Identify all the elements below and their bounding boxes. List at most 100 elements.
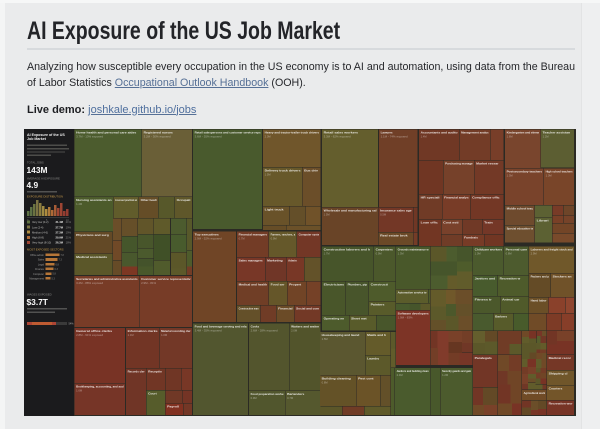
svg-text:Recreation wor: Recreation wor	[549, 402, 574, 406]
svg-text:Medical recor: Medical recor	[549, 356, 572, 360]
svg-text:1.1M - 74% exposed: 1.1M - 74% exposed	[381, 134, 409, 138]
svg-text:Occupati: Occupati	[177, 198, 191, 202]
svg-text:Plumbers, pip: Plumbers, pip	[348, 283, 368, 287]
svg-text:Very low (0-2): Very low (0-2)	[32, 220, 49, 224]
svg-text:0.9M: 0.9M	[376, 251, 383, 255]
svg-text:1.2M: 1.2M	[442, 373, 449, 377]
svg-text:Very high (8-10): Very high (8-10)	[32, 241, 51, 245]
svg-text:0.7M: 0.7M	[239, 236, 246, 240]
svg-text:Admin: Admin	[288, 259, 297, 263]
svg-text:High school teachers: High school teachers	[546, 170, 573, 174]
svg-text:Information clerks: Information clerks	[128, 329, 158, 333]
svg-text:Retail sales workers: Retail sales workers	[324, 131, 359, 135]
svg-text:Computer: Computer	[33, 273, 44, 276]
svg-text:Security guards and gam: Security guards and gam	[442, 369, 471, 373]
svg-text:Waiters and waitre: Waiters and waitre	[291, 325, 319, 329]
svg-text:0.5M: 0.5M	[380, 212, 387, 216]
svg-text:Cost esti: Cost esti	[443, 221, 459, 225]
svg-text:3.4M - 35% exposed: 3.4M - 35% exposed	[195, 328, 223, 332]
svg-text:31.4M: 31.4M	[56, 220, 64, 224]
svg-text:Marketing: Marketing	[267, 259, 283, 263]
svg-text:1.7M: 1.7M	[324, 251, 331, 255]
svg-text:Food and beverage serving and: Food and beverage serving and rela	[195, 325, 247, 329]
svg-text:HR speciali: HR speciali	[421, 196, 440, 200]
svg-text:Wholesale and manufacturing sa: Wholesale and manufacturing sal	[324, 209, 377, 213]
svg-text:Social and com: Social and com	[296, 307, 319, 311]
svg-text:Packers and p: Packers and p	[531, 275, 550, 279]
svg-text:3.2M - 88% exposed: 3.2M - 88% exposed	[76, 281, 104, 285]
svg-text:Middle school teac: Middle school teac	[507, 207, 534, 211]
svg-text:19%: 19%	[66, 230, 72, 234]
svg-text:Insurance sales age: Insurance sales age	[380, 209, 412, 213]
svg-text:Licensed practical an: Licensed practical an	[115, 198, 137, 202]
svg-text:Construction man: Construction man	[239, 307, 259, 311]
svg-text:Maids and h: Maids and h	[367, 333, 386, 337]
svg-text:Purchasing manage: Purchasing manage	[445, 162, 473, 166]
svg-text:High (6-8): High (6-8)	[32, 236, 44, 240]
svg-text:Special education te: Special education te	[507, 227, 534, 231]
svg-text:Payroll: Payroll	[167, 405, 179, 409]
svg-text:Records cler: Records cler	[128, 370, 146, 374]
svg-text:2.9M: 2.9M	[531, 251, 538, 255]
svg-text:3.2M - 30% exposed: 3.2M - 30% exposed	[144, 134, 172, 138]
svg-text:2.9M - 81%: 2.9M - 81%	[141, 281, 157, 285]
svg-text:Food preparation worke: Food preparation worke	[251, 392, 284, 396]
svg-text:Barbers: Barbers	[495, 315, 507, 319]
svg-text:Management: Management	[29, 278, 44, 281]
svg-text:Fundrais: Fundrais	[464, 236, 478, 240]
svg-text:Delivery truck drivers: Delivery truck drivers	[265, 169, 301, 173]
svg-text:Childcare workers: Childcare workers	[475, 248, 503, 252]
svg-text:1.2M: 1.2M	[543, 134, 550, 138]
svg-text:1.3M: 1.3M	[507, 173, 514, 177]
svg-text:Stockers an: Stockers an	[553, 275, 572, 279]
svg-text:18%: 18%	[66, 241, 72, 245]
svg-text:21%: 21%	[66, 236, 72, 240]
svg-text:2.6M - 28% exposed: 2.6M - 28% exposed	[251, 328, 279, 332]
svg-text:1.5M: 1.5M	[265, 172, 272, 176]
svg-text:Other healt: Other healt	[141, 198, 157, 202]
svg-text:Cooks: Cooks	[251, 325, 260, 329]
svg-text:Lawyers: Lawyers	[381, 131, 393, 135]
svg-text:Laundry: Laundry	[367, 357, 379, 361]
svg-text:Retail salespersons and custom: Retail salespersons and customer service…	[195, 131, 261, 135]
svg-text:Market resear: Market resear	[476, 162, 499, 166]
svg-text:0.7M: 0.7M	[287, 396, 294, 400]
svg-text:Financial managers: Financial managers	[239, 233, 268, 237]
svg-text:27.3M: 27.3M	[56, 230, 64, 234]
svg-text:Financial: Financial	[278, 307, 293, 311]
svg-text:Constructi: Constructi	[371, 283, 388, 287]
svg-text:0.9M: 0.9M	[271, 236, 278, 240]
svg-text:1.6M: 1.6M	[507, 134, 514, 138]
svg-text:WAGES EXPOSED: WAGES EXPOSED	[27, 293, 52, 297]
svg-text:Janitors and building clean: Janitors and building clean	[397, 369, 429, 373]
svg-text:Sales: Sales	[38, 259, 45, 262]
svg-text:Medical assistants: Medical assistants	[76, 255, 107, 259]
svg-text:10: 10	[66, 219, 69, 222]
svg-text:Home health and personal care: Home health and personal care aides	[76, 131, 136, 135]
svg-text:MOST EXPOSED SECTORS: MOST EXPOSED SECTORS	[27, 248, 64, 252]
svg-text:1.0M: 1.0M	[161, 333, 168, 337]
svg-text:Financial analys: Financial analys	[444, 196, 469, 200]
svg-text:Hand labor: Hand labor	[531, 299, 548, 303]
svg-text:7.3: 7.3	[59, 259, 63, 262]
svg-text:Shipping cl: Shipping cl	[549, 372, 568, 376]
svg-text:Agricultural work: Agricultural work	[524, 391, 546, 395]
svg-text:0.8M: 0.8M	[322, 380, 329, 384]
svg-text:Real estate brok: Real estate brok	[380, 234, 408, 238]
svg-text:19%: 19%	[66, 225, 72, 229]
svg-text:54%: 54%	[69, 323, 75, 326]
svg-text:5.3: 5.3	[52, 277, 56, 280]
svg-text:$3.7T: $3.7T	[27, 297, 49, 307]
svg-text:Bartenders: Bartenders	[287, 392, 304, 396]
svg-text:Job Market: Job Market	[27, 137, 47, 141]
svg-text:Medium (4-6): Medium (4-6)	[32, 230, 48, 234]
svg-text:Loan offic: Loan offic	[421, 221, 439, 225]
svg-text:Sheet met: Sheet met	[351, 317, 367, 321]
svg-text:Personal care: Personal care	[506, 248, 528, 252]
svg-text:Registered nurses: Registered nurses	[144, 131, 173, 135]
svg-text:3.7M - 13% exposed: 3.7M - 13% exposed	[76, 134, 104, 138]
svg-text:Propert: Propert	[289, 283, 301, 287]
svg-text:2.9M - 52% exposed: 2.9M - 52% exposed	[195, 236, 223, 240]
svg-text:1.0M: 1.0M	[475, 251, 482, 255]
svg-text:1.1M: 1.1M	[128, 333, 135, 337]
